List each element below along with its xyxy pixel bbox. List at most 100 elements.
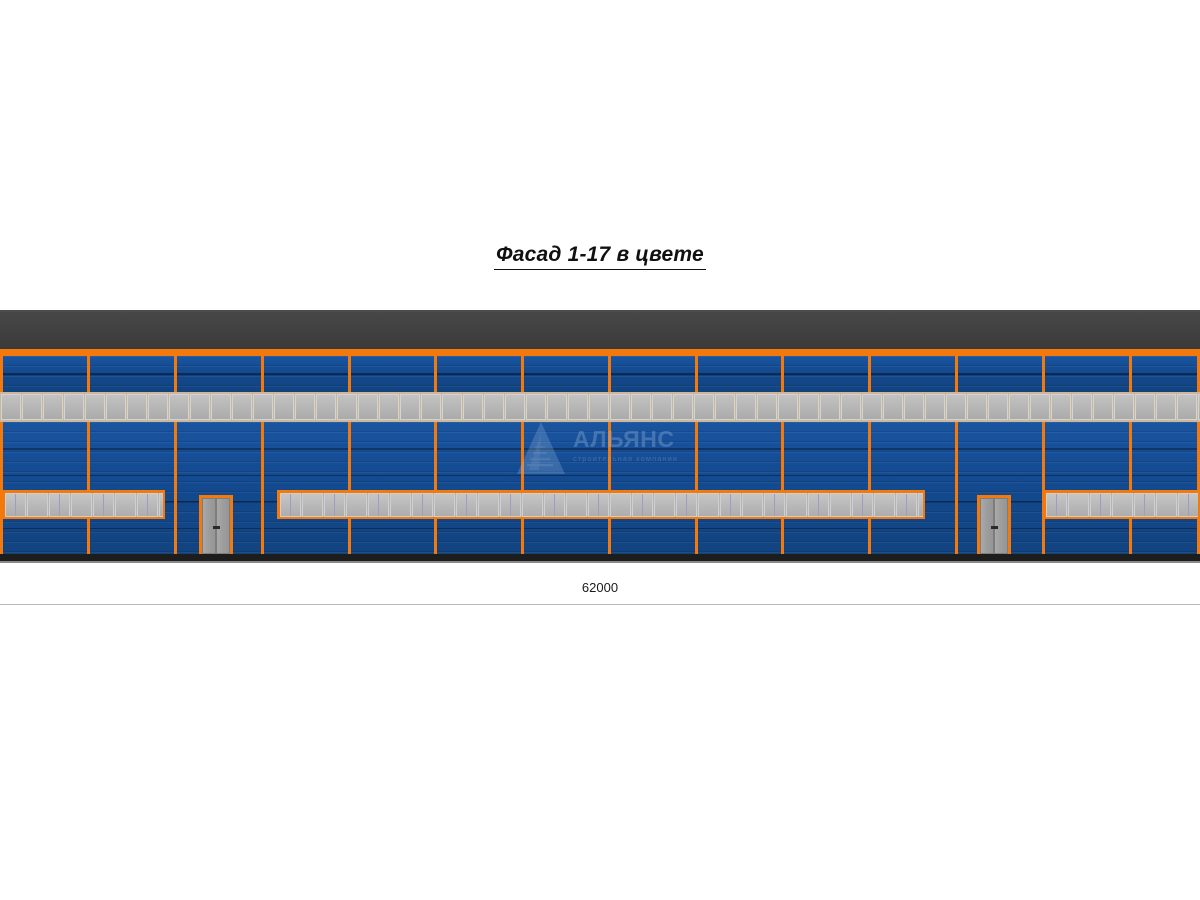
glass-pane [0,394,21,420]
ribbon-panes [4,492,163,517]
column-divider-upper [955,356,958,392]
glass-pane [336,394,357,420]
door-handle-icon[interactable] [212,526,220,529]
glass-pane [189,394,210,420]
column-divider-upper [434,356,437,392]
column-divider-main [1042,422,1045,554]
column-divider-main [1129,422,1132,554]
glass-pane [42,394,63,420]
glass-pane [840,394,861,420]
glass-pane [4,492,26,517]
glass-pane [966,394,987,420]
glass-pane [1071,394,1092,420]
glass-pane [1008,394,1029,420]
glass-pane [861,394,882,420]
glass-pane [1113,394,1134,420]
glass-pane [987,394,1008,420]
ground-hairline [0,561,1200,563]
glass-pane [567,394,588,420]
glass-pane [252,394,273,420]
column-divider-upper [608,356,611,392]
column-divider-upper [868,356,871,392]
drawing-title-text: Фасад 1-17 в цвете [494,243,706,270]
ground-line [0,554,1200,561]
door-right[interactable] [977,495,1011,554]
door-leaves [202,498,230,554]
glass-pane [231,394,252,420]
glass-pane [735,394,756,420]
panel-seam [0,373,1200,375]
glass-pane [411,492,433,517]
glass-pane [756,394,777,420]
glass-pane [741,492,763,517]
column-divider-upper [0,356,3,392]
column-divider-main [0,422,3,554]
glass-pane [1197,394,1200,420]
ribbon-panes [1045,492,1198,517]
overall-dimension: 62000 [0,575,1200,610]
glass-pane [84,394,105,420]
column-divider-main [955,422,958,554]
glass-pane [455,492,477,517]
column-divider-upper [1197,356,1200,392]
panel-seam [0,527,1200,530]
glass-pane [126,394,147,420]
glass-pane [1050,394,1071,420]
glass-pane [873,492,895,517]
glass-pane [630,394,651,420]
glass-pane [882,394,903,420]
glass-pane [345,492,367,517]
glass-pane [147,394,168,420]
glass-pane [378,394,399,420]
dimension-line [0,604,1200,605]
ribbon-center [277,490,925,519]
glass-pane [609,492,631,517]
glass-pane [807,492,829,517]
glass-pane [1067,492,1089,517]
ribbon-panes [279,492,923,517]
glass-pane [1111,492,1133,517]
glass-pane [21,394,42,420]
glass-pane [420,394,441,420]
column-divider-upper [781,356,784,392]
glass-pane [136,492,158,517]
glass-pane [499,492,521,517]
glass-pane [924,394,945,420]
glass-pane [651,394,672,420]
column-divider-upper [1129,356,1132,392]
glass-pane [785,492,807,517]
glass-pane [462,394,483,420]
glass-pane [588,394,609,420]
glass-pane [1092,394,1113,420]
roof-parapet [0,310,1200,349]
glass-pane [693,394,714,420]
glass-pane [441,394,462,420]
glass-pane [719,492,741,517]
column-divider-main [781,422,784,554]
glass-pane [525,394,546,420]
door-left[interactable] [199,495,233,554]
glass-pane [483,394,504,420]
glass-pane [1029,394,1050,420]
facade-elevation [0,310,1200,575]
column-divider-main [695,422,698,554]
roof-cap-line [0,310,1200,312]
column-divider-upper [348,356,351,392]
panel-seam [0,448,1200,450]
glass-pane [1177,492,1198,517]
glass-pane [323,492,345,517]
door-handle-icon[interactable] [990,526,998,529]
glass-pane [903,394,924,420]
glass-pane [587,492,609,517]
glass-pane [675,492,697,517]
column-divider-upper [87,356,90,392]
glass-pane [672,394,693,420]
glass-pane [521,492,543,517]
glass-pane [279,492,301,517]
column-divider-main [868,422,871,554]
glass-pane [92,492,114,517]
column-divider-upper [174,356,177,392]
door-leaves [980,498,1008,554]
glass-pane [1176,394,1197,420]
